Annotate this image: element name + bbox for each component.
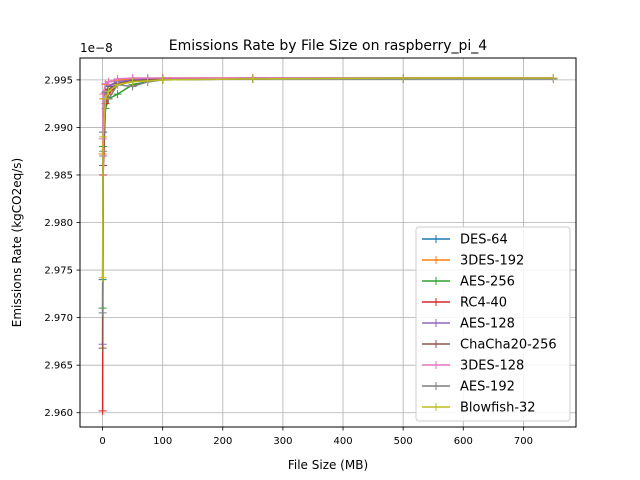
legend-label: RC4-40 xyxy=(460,296,507,311)
legend-marker xyxy=(432,298,440,306)
data-point-marker xyxy=(399,73,408,82)
x-tick-label: 500 xyxy=(394,436,413,447)
legend-marker xyxy=(432,256,440,264)
data-point-marker xyxy=(104,77,113,86)
legend-marker xyxy=(432,361,440,369)
y-tick-label: 2.995 xyxy=(44,75,73,86)
y-tick-label: 2.985 xyxy=(44,170,73,181)
legend-item: DES-64 xyxy=(422,233,508,248)
legend-label: Blowfish-32 xyxy=(460,401,536,416)
legend-label: AES-128 xyxy=(460,317,515,332)
x-tick-label: 700 xyxy=(514,436,533,447)
data-point-marker xyxy=(101,94,110,103)
x-tick-label: 200 xyxy=(213,436,232,447)
data-point-marker xyxy=(104,87,113,96)
data-point-marker xyxy=(158,75,167,84)
legend-item: AES-192 xyxy=(422,380,515,395)
x-tick-label: 600 xyxy=(454,436,473,447)
y-offset-label: 1e−8 xyxy=(80,41,113,55)
legend-item: Blowfish-32 xyxy=(422,401,536,416)
plot-series xyxy=(98,73,558,415)
legend-item: RC4-40 xyxy=(422,296,507,311)
chart-title: Emissions Rate by File Size on raspberry… xyxy=(169,38,488,54)
legend-label: 3DES-192 xyxy=(460,254,524,269)
legend-marker xyxy=(432,382,440,390)
legend-item: 3DES-128 xyxy=(422,359,524,374)
data-point-marker xyxy=(98,308,107,317)
y-tick-label: 2.980 xyxy=(44,218,73,229)
legend-item: AES-128 xyxy=(422,317,515,332)
legend-marker xyxy=(432,403,440,411)
x-tick-label: 0 xyxy=(99,436,105,447)
legend-marker xyxy=(432,319,440,327)
legend-label: AES-256 xyxy=(460,275,515,290)
legend: DES-64 3DES-192 AES-256 RC4-40 AES-128 ChaCha… xyxy=(415,226,571,422)
legend-label: AES-192 xyxy=(460,380,515,395)
legend-marker xyxy=(432,340,440,348)
legend-item: ChaCha20-256 xyxy=(422,338,557,353)
data-point-marker xyxy=(113,80,122,89)
data-point-marker xyxy=(98,344,107,353)
data-point-marker xyxy=(98,406,107,415)
legend-marker xyxy=(432,235,440,243)
data-point-marker xyxy=(98,273,107,282)
legend-box xyxy=(415,226,571,422)
data-point-marker xyxy=(128,77,137,86)
y-tick-label: 2.990 xyxy=(44,123,73,134)
data-point-marker xyxy=(248,74,257,83)
legend-item: 3DES-192 xyxy=(422,254,524,269)
y-axis-label: Emissions Rate (kgCO2eq/s) xyxy=(10,158,24,327)
y-axis-ticks: 2.960 2.965 2.970 2.975 2.980 2.985 2.990 2.995 xyxy=(44,75,80,419)
y-tick-label: 2.965 xyxy=(44,361,73,372)
legend-label: ChaCha20-256 xyxy=(460,338,557,353)
y-tick-label: 2.970 xyxy=(44,313,73,324)
x-tick-label: 300 xyxy=(273,436,292,447)
x-tick-label: 400 xyxy=(333,436,352,447)
y-tick-label: 2.960 xyxy=(44,408,73,419)
x-tick-label: 100 xyxy=(153,436,172,447)
x-axis-label: File Size (MB) xyxy=(288,458,368,472)
data-point-marker xyxy=(143,76,152,85)
data-point-marker xyxy=(99,132,108,141)
legend-item: AES-256 xyxy=(422,275,515,290)
legend-marker xyxy=(432,277,440,285)
data-point-marker xyxy=(549,73,558,82)
legend-label: 3DES-128 xyxy=(460,359,524,374)
legend-label: DES-64 xyxy=(460,233,508,248)
series-blowfish-32 xyxy=(98,73,558,282)
x-axis-ticks: 0 100 200 300 400 500 600 700 xyxy=(99,427,533,447)
plot-frame xyxy=(79,57,577,428)
y-tick-label: 2.975 xyxy=(44,266,73,277)
data-point-marker xyxy=(113,90,122,99)
